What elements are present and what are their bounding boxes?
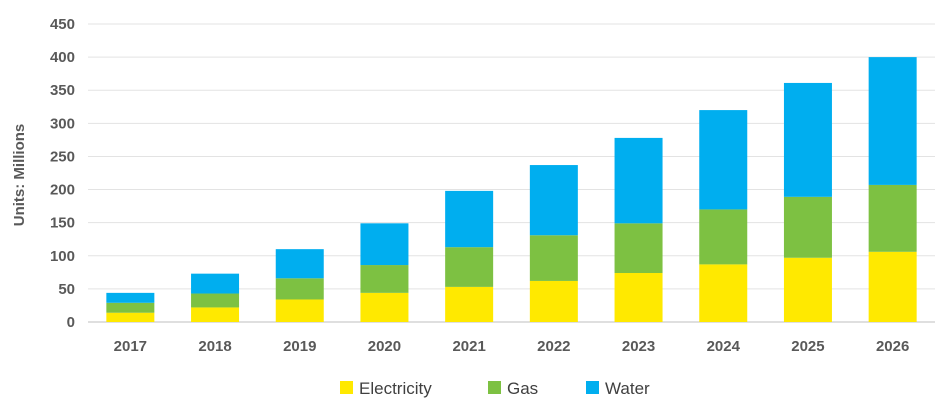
bar-electricity-2017	[106, 312, 155, 322]
bar-gas-2017	[106, 302, 155, 313]
legend-swatch-gas	[488, 381, 501, 394]
bar-water-2020	[360, 223, 409, 266]
bar-water-2023	[614, 137, 663, 224]
x-tick-label: 2023	[622, 338, 655, 355]
legend: Electricity Gas Water	[340, 379, 650, 398]
bar-electricity-2021	[445, 286, 494, 322]
bar-water-2024	[699, 110, 748, 210]
x-tick-label: 2026	[876, 338, 909, 355]
y-tick-label: 100	[50, 248, 75, 265]
x-tick-label: 2019	[283, 338, 316, 355]
bar-gas-2022	[529, 235, 578, 281]
bar-gas-2018	[191, 293, 240, 308]
bar-electricity-2023	[614, 272, 663, 322]
bar-electricity-2024	[699, 264, 748, 322]
y-tick-label: 0	[67, 314, 75, 331]
bar-water-2026	[868, 57, 917, 185]
bar-electricity-2018	[191, 307, 240, 322]
y-tick-label: 200	[50, 182, 75, 199]
legend-swatch-water	[586, 381, 599, 394]
bars	[106, 57, 917, 322]
bar-gas-2025	[783, 196, 832, 258]
x-tick-label: 2024	[707, 338, 741, 355]
bar-electricity-2022	[529, 280, 578, 322]
x-tick-label: 2025	[791, 338, 824, 355]
bar-water-2017	[106, 292, 155, 303]
y-tick-label: 350	[50, 82, 75, 99]
y-axis: 0 50 100 150 200 250 300 350 400 450	[50, 16, 75, 331]
bar-gas-2019	[275, 278, 324, 300]
x-axis: 2017 2018 2019 2020 2021 2022 2023 2024 2025 2026	[114, 338, 910, 355]
y-tick-label: 150	[50, 215, 75, 232]
bar-water-2021	[445, 190, 494, 248]
bar-electricity-2026	[868, 251, 917, 322]
legend-label-water: Water	[605, 379, 650, 398]
bar-water-2025	[783, 82, 832, 197]
bar-electricity-2020	[360, 292, 409, 322]
x-tick-label: 2022	[537, 338, 570, 355]
legend-swatch-electricity	[340, 381, 353, 394]
y-tick-label: 250	[50, 148, 75, 165]
x-tick-label: 2021	[452, 338, 485, 355]
bar-gas-2026	[868, 184, 917, 252]
legend-label-electricity: Electricity	[359, 379, 432, 398]
x-tick-label: 2020	[368, 338, 401, 355]
y-tick-label: 50	[58, 281, 75, 298]
x-tick-label: 2018	[198, 338, 231, 355]
y-tick-label: 300	[50, 115, 75, 132]
bar-gas-2021	[445, 247, 494, 287]
bar-gas-2024	[699, 209, 748, 265]
x-tick-label: 2017	[114, 338, 147, 355]
bar-electricity-2025	[783, 257, 832, 322]
bar-electricity-2019	[275, 299, 324, 322]
y-tick-label: 450	[50, 16, 75, 33]
legend-label-gas: Gas	[507, 379, 538, 398]
bar-water-2022	[529, 165, 578, 236]
bar-water-2019	[275, 249, 324, 279]
bar-water-2018	[191, 273, 240, 294]
bar-gas-2020	[360, 265, 409, 293]
bar-gas-2023	[614, 223, 663, 273]
y-tick-label: 400	[50, 49, 75, 66]
y-axis-title: Units: Millions	[11, 124, 28, 227]
